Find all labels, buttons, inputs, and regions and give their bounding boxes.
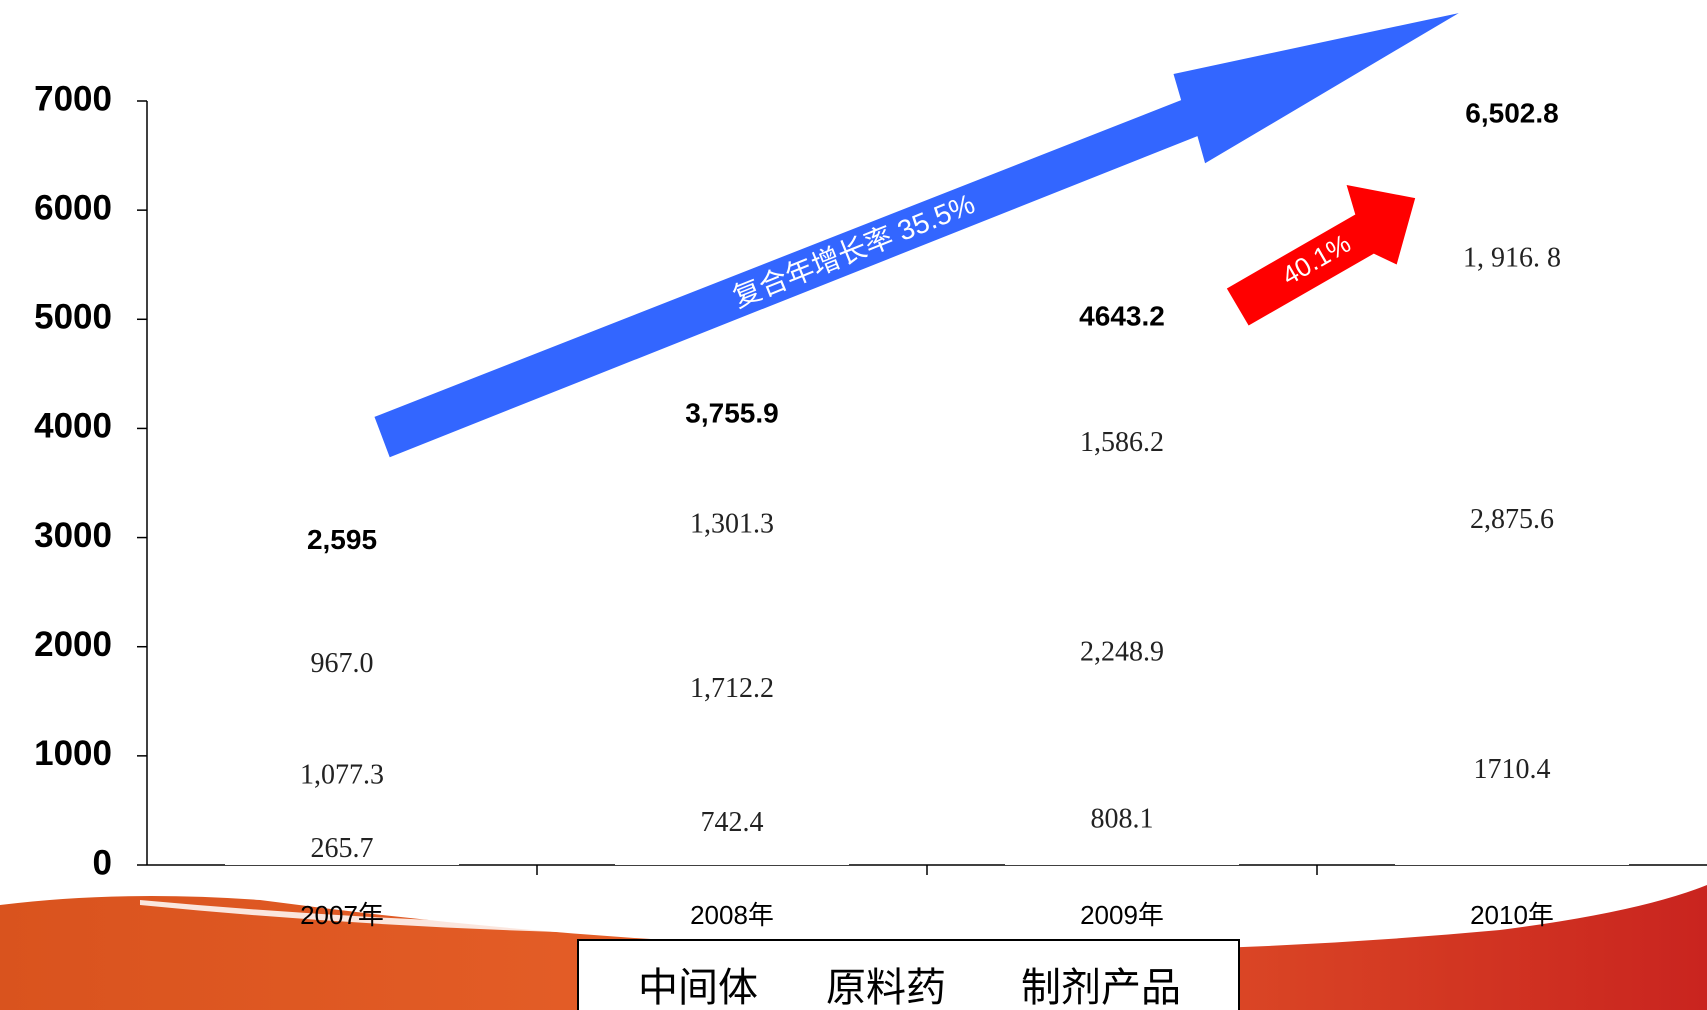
legend-label: 制剂产品 [1021,965,1181,1010]
plot-area: 0 1000 2000 3000 4000 5000 6000 7000 2007年 265.7 1… [34,79,1707,930]
data-label: 2,875.6 [1470,504,1554,535]
data-label: 1,301.3 [690,509,774,540]
y-tick-label: 6000 [34,188,112,227]
total-label: 3,755.9 [685,397,778,428]
legend: 中间体 原料药 制剂产品 [638,965,1181,1010]
bar-segment [1395,155,1629,365]
growth-arrow [1226,185,1416,326]
cagr-label: 复合年增长率 35.5% [728,187,979,313]
y-tick-label: 4000 [34,407,112,446]
bar-segment [1005,358,1239,532]
y-tick-label: 7000 [34,79,112,118]
x-tick-label: 2007年 [300,900,384,930]
data-label: 1, 916. 8 [1463,242,1561,273]
data-label: 1,712.2 [690,673,774,704]
data-label: 742.4 [701,807,764,838]
legend-box [577,939,1240,1010]
data-label: 1710.4 [1474,754,1551,785]
bar-segment [225,836,459,865]
x-tick-label: 2010年 [1470,900,1554,930]
data-label: 1,586.2 [1080,427,1164,458]
data-label: 808.1 [1091,803,1154,834]
bar-segment [1005,531,1239,777]
y-tick-label: 1000 [34,734,112,773]
cagr-arrow [374,13,1459,458]
bar-segment [225,718,459,837]
y-tick-label: 3000 [34,516,112,555]
total-label: 4643.2 [1079,301,1165,332]
total-label: 2,595 [307,524,377,555]
bar-segment [615,597,849,784]
bar-segment [615,455,849,598]
bar-segment [615,783,849,865]
x-tick-label: 2008年 [690,900,774,930]
bar-segment [225,612,459,719]
bar-segment [1005,776,1239,865]
total-label: 6,502.8 [1465,98,1558,129]
swoosh-highlight [140,880,1700,936]
data-label: 265.7 [311,833,374,864]
bar-segment [1395,364,1629,679]
bar-segment [1395,678,1629,865]
background-swoosh [0,885,1707,1010]
y-tick-label: 0 [93,843,112,882]
y-tick-label: 2000 [34,625,112,664]
x-tick-label: 2009年 [1080,900,1164,930]
legend-label: 中间体 [638,965,758,1010]
data-label: 967.0 [311,648,374,679]
y-tick-label: 5000 [34,298,112,337]
data-label: 1,077.3 [300,760,384,791]
data-label: 2,248.9 [1080,636,1164,667]
annotations: 复合年增长率 35.5% 40.1% [374,13,1459,458]
legend-label: 原料药 [826,965,946,1010]
